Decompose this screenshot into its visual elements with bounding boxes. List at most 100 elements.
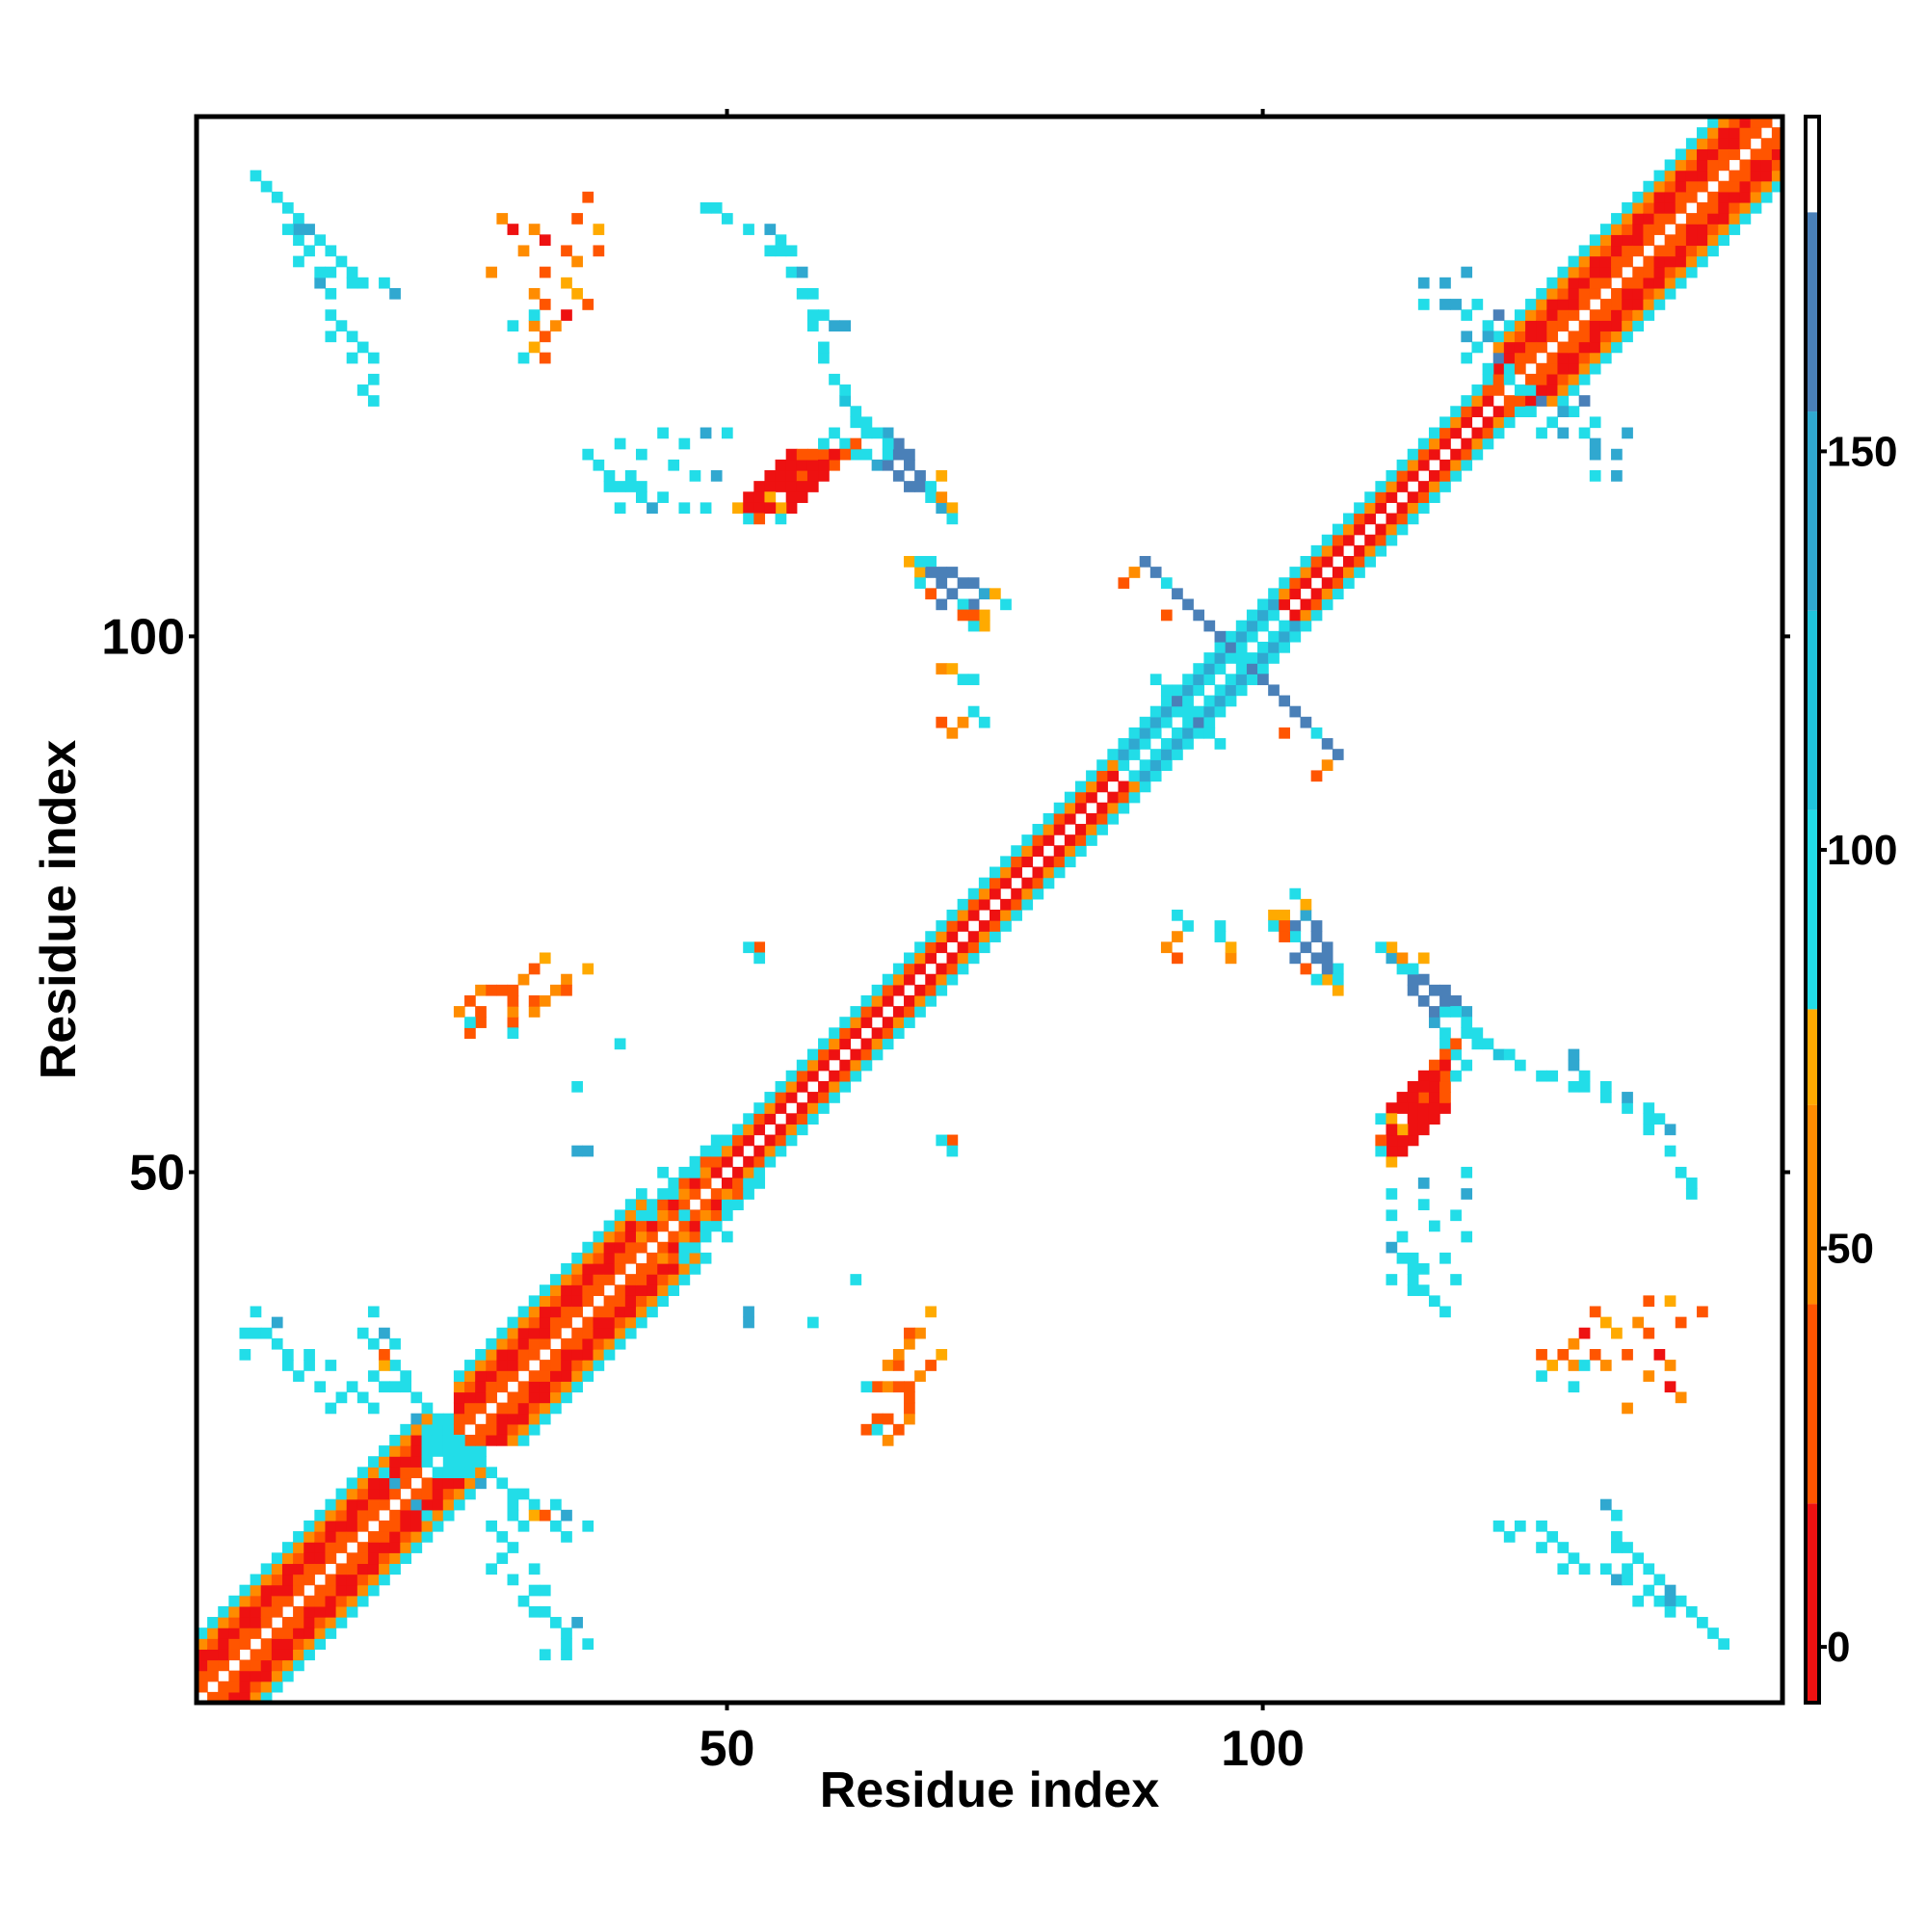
contact-cell bbox=[1074, 824, 1087, 835]
contact-cell bbox=[304, 1563, 315, 1575]
contact-cell bbox=[1471, 427, 1484, 439]
contact-cell bbox=[1214, 931, 1227, 942]
contact-cell bbox=[1471, 406, 1484, 417]
contact-cell bbox=[1289, 577, 1302, 589]
contact-cell bbox=[1643, 299, 1655, 310]
colorbar-tick-label: 100 bbox=[1827, 827, 1897, 874]
contact-cell bbox=[1160, 695, 1173, 707]
contact-cell bbox=[936, 567, 948, 578]
contact-cell bbox=[1118, 738, 1130, 750]
y-axis-label: Residue index bbox=[31, 740, 87, 1080]
contact-cell bbox=[1514, 341, 1526, 354]
contact-cell bbox=[1697, 170, 1708, 182]
contact-cell bbox=[1246, 674, 1258, 686]
contact-cell bbox=[1428, 481, 1440, 492]
contact-cell bbox=[356, 1327, 369, 1339]
contact-cell bbox=[1386, 952, 1398, 965]
contact-cell bbox=[806, 481, 819, 492]
contact-cell bbox=[700, 1178, 712, 1189]
contact-cell bbox=[271, 1595, 283, 1607]
contact-cell bbox=[1729, 138, 1741, 149]
contact-cell bbox=[1632, 1552, 1645, 1565]
contact-cell bbox=[1568, 255, 1580, 268]
contact-cell bbox=[1461, 416, 1473, 429]
contact-cell bbox=[346, 266, 358, 278]
contact-cell bbox=[1589, 245, 1601, 257]
contact-cell bbox=[785, 1070, 798, 1082]
contact-cell bbox=[882, 459, 894, 471]
contact-cell bbox=[1439, 416, 1451, 429]
contact-cell bbox=[1675, 180, 1687, 193]
contact-cell bbox=[239, 1605, 251, 1618]
contact-cell bbox=[1643, 287, 1655, 300]
contact-cell bbox=[475, 1391, 487, 1404]
contact-cell bbox=[936, 663, 948, 675]
contact-cell bbox=[293, 1605, 304, 1618]
contact-cell bbox=[528, 1413, 541, 1425]
contact-cell bbox=[367, 1498, 380, 1511]
contact-cell bbox=[839, 395, 852, 407]
contact-cell bbox=[304, 1638, 315, 1650]
contact-cell bbox=[1364, 544, 1376, 557]
contact-cell bbox=[1578, 362, 1591, 375]
contact-cell bbox=[507, 1027, 519, 1040]
contact-cell bbox=[1707, 138, 1719, 149]
contact-cell bbox=[1643, 1563, 1655, 1575]
contact-cell bbox=[1461, 1231, 1473, 1243]
contact-cell bbox=[1053, 845, 1066, 857]
contact-cell bbox=[1685, 255, 1698, 268]
contact-cell bbox=[1257, 598, 1269, 611]
contact-cell bbox=[892, 1027, 905, 1040]
contact-cell bbox=[850, 1059, 862, 1072]
contact-cell bbox=[1043, 856, 1055, 868]
contact-cell bbox=[1450, 1038, 1462, 1050]
contact-cell bbox=[785, 1113, 798, 1125]
contact-cell bbox=[1289, 588, 1302, 600]
contact-cell bbox=[914, 952, 926, 965]
contact-cell bbox=[978, 716, 990, 728]
contact-cell bbox=[1246, 609, 1258, 622]
contact-cell bbox=[1203, 674, 1216, 686]
contact-cell bbox=[571, 1337, 583, 1350]
contact-cell bbox=[678, 1274, 691, 1285]
contact-cell bbox=[1653, 245, 1666, 257]
contact-cell bbox=[1675, 255, 1687, 268]
contact-cell bbox=[367, 1542, 380, 1553]
contact-cell bbox=[1428, 437, 1440, 450]
contact-cell bbox=[260, 1691, 273, 1704]
contact-cell bbox=[1064, 812, 1076, 825]
contact-cell bbox=[389, 1531, 401, 1543]
contact-cell bbox=[281, 1670, 294, 1682]
contact-cell bbox=[1439, 1048, 1451, 1061]
contact-cell bbox=[1632, 1316, 1645, 1329]
contact-cell bbox=[892, 448, 905, 461]
contact-cell bbox=[1428, 448, 1440, 461]
contact-cell bbox=[1653, 277, 1666, 289]
contact-cell bbox=[325, 1531, 337, 1543]
contact-cell bbox=[1471, 395, 1484, 407]
contact-cell bbox=[197, 1628, 208, 1639]
contact-cell bbox=[1235, 674, 1248, 686]
contact-cell bbox=[304, 1348, 315, 1361]
contact-cell bbox=[539, 1327, 551, 1339]
contact-cell bbox=[1557, 352, 1570, 364]
contact-cell bbox=[593, 1327, 605, 1339]
contact-cell bbox=[936, 1348, 948, 1361]
contact-cell bbox=[367, 1467, 380, 1479]
contact-cell bbox=[1107, 749, 1120, 760]
contact-cell bbox=[1417, 1102, 1430, 1114]
contact-cell bbox=[1128, 727, 1141, 739]
contact-cell bbox=[1664, 266, 1676, 278]
contact-cell bbox=[785, 1080, 798, 1093]
contact-cell bbox=[550, 320, 562, 332]
contact-cell bbox=[1599, 1498, 1612, 1511]
contact-cell bbox=[700, 1231, 712, 1243]
contact-cell bbox=[624, 1209, 637, 1222]
contact-cell bbox=[1697, 213, 1708, 225]
contact-cell bbox=[1279, 588, 1290, 600]
contact-cell bbox=[1599, 331, 1612, 343]
contact-cell bbox=[678, 1188, 691, 1200]
contact-cell bbox=[239, 1584, 251, 1597]
contact-cell bbox=[806, 448, 819, 461]
